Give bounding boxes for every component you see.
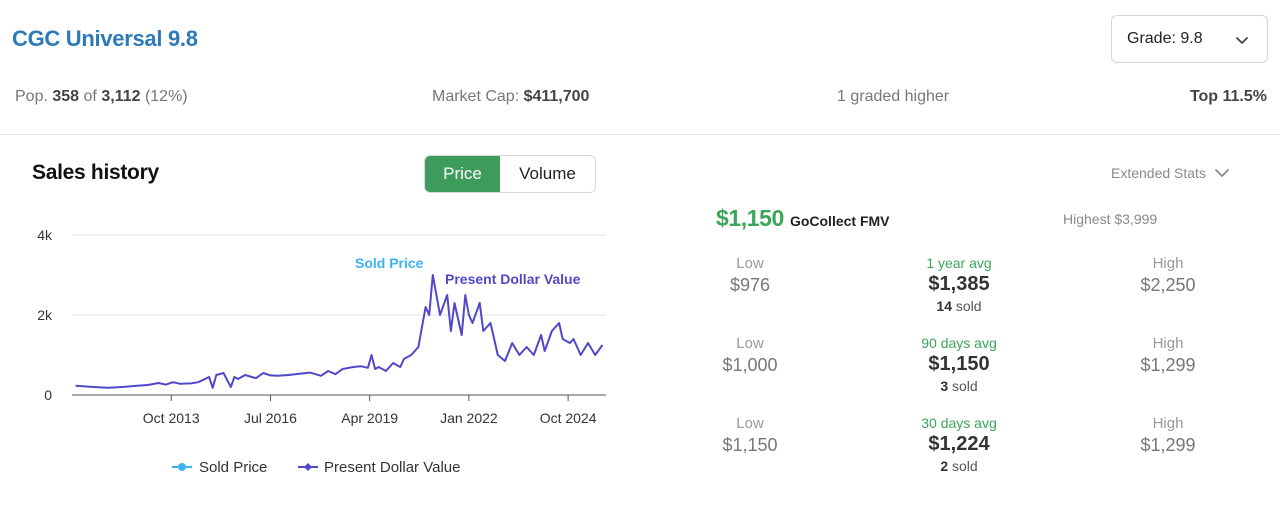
avg-low: Low $1,150: [722, 415, 778, 455]
x-tick-label: Oct 2024: [540, 410, 597, 426]
graded-higher-stat: 1 graded higher: [837, 88, 950, 105]
present-dollar-value-line: [75, 274, 604, 389]
price-toggle-button[interactable]: Price: [425, 156, 500, 192]
x-tick-label: Jul 2016: [244, 410, 297, 426]
sold-price-annotation: Sold Price: [355, 255, 424, 271]
y-tick-label: 4k: [37, 227, 53, 243]
y-tick-label: 2k: [37, 307, 53, 323]
legend-sold-price-label: Sold Price: [199, 459, 267, 476]
avg-row-30-days: Low $1,150 30 days avg $1,224 2 sold Hig…: [690, 415, 1280, 495]
fmv-label: GoCollect FMV: [789, 213, 890, 229]
avg-high: High $1,299: [1140, 335, 1196, 375]
legend-present-dollar-marker: [304, 463, 312, 471]
stats-row: Pop. 358 of 3,112 (12%) Market Cap: $411…: [0, 88, 1280, 110]
fmv-summary: $1,150 GoCollect FMV: [716, 205, 890, 232]
volume-toggle-button[interactable]: Volume: [519, 164, 576, 183]
sales-history-title: Sales history: [32, 161, 159, 184]
legend-sold-price-marker: [178, 463, 186, 471]
x-tick-label: Oct 2013: [143, 410, 200, 426]
top-percent-stat: Top 11.5%: [1189, 88, 1267, 105]
extended-stats-toggle[interactable]: Extended Stats: [1111, 165, 1230, 181]
x-tick-label: Jan 2022: [440, 410, 498, 426]
divider: [0, 134, 1280, 135]
avg-high: High $2,250: [1140, 255, 1196, 295]
extended-stats-label: Extended Stats: [1111, 165, 1206, 181]
avg-low: Low $1,000: [722, 335, 778, 375]
avg-row-1-year: Low $976 1 year avg $1,385 14 sold High …: [690, 255, 1280, 335]
legend-present-dollar-label: Present Dollar Value: [324, 459, 460, 476]
chevron-down-icon: [1215, 169, 1229, 177]
grade-select-label: Grade: 9.8: [1127, 30, 1203, 47]
x-tick-label: Apr 2019: [341, 410, 398, 426]
avg-center: 30 days avg $1,224 2 sold: [921, 415, 997, 474]
sales-history-chart: 0 2k 4k Oct 2013 Jul 2016 Apr 2019 Jan 2022 Oct…: [37, 227, 606, 476]
chevron-down-icon: [1236, 37, 1248, 44]
population-stat: Pop. 358 of 3,112 (12%): [15, 88, 188, 105]
y-tick-label: 0: [44, 387, 52, 403]
highest-price: Highest $3,999: [1063, 211, 1158, 227]
fmv-value: $1,150: [716, 205, 784, 231]
grade-select[interactable]: Grade: 9.8: [1111, 15, 1268, 63]
price-volume-toggle: Price Volume: [424, 155, 596, 193]
avg-row-90-days: Low $1,000 90 days avg $1,150 3 sold Hig…: [690, 335, 1280, 415]
avg-center: 90 days avg $1,150 3 sold: [921, 335, 997, 394]
present-dollar-annotation: Present Dollar Value: [445, 271, 581, 287]
page-title: CGC Universal 9.8: [12, 26, 198, 51]
avg-center: 1 year avg $1,385 14 sold: [926, 255, 992, 314]
avg-high: High $1,299: [1140, 415, 1196, 455]
market-cap-stat: Market Cap: $411,700: [432, 88, 590, 105]
avg-low: Low $976: [729, 255, 771, 295]
